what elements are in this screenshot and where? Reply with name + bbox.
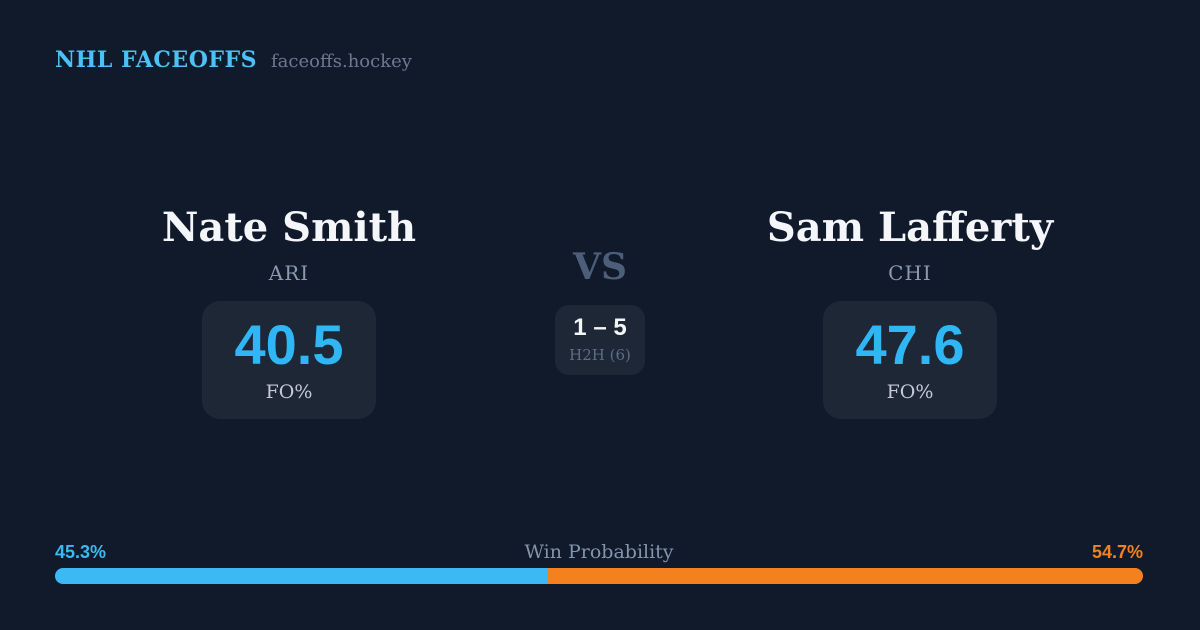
player-left-fo-pct-value: 40.5 [234, 313, 344, 376]
win-probability-bar-left-segment [55, 568, 548, 584]
player-right-stat-card: 47.6 FO% [823, 301, 997, 419]
player-right-fo-pct-label: FO% [886, 381, 934, 403]
h2h-score: 1 – 5 [573, 314, 627, 341]
player-right-column: Sam Lafferty CHI 47.6 FO% [720, 206, 1100, 419]
player-right-team: CHI [888, 261, 932, 285]
win-probability-labels: 45.3% Win Probability 54.7% [55, 541, 1143, 563]
player-left-team: ARI [268, 261, 310, 285]
player-right-name: Sam Lafferty [766, 204, 1054, 251]
center-column: VS 1 – 5 H2H (6) [520, 249, 680, 375]
vs-label: VS [573, 246, 627, 288]
header: NHL FACEOFFS faceoffs.hockey [55, 47, 412, 73]
win-probability-right-pct: 54.7% [1091, 542, 1143, 562]
player-left-fo-pct-label: FO% [265, 381, 313, 403]
player-right-fo-pct-value: 47.6 [855, 313, 965, 376]
win-probability-bar [55, 568, 1143, 584]
player-left-name: Nate Smith [161, 204, 417, 251]
player-left-stat-card: 40.5 FO% [202, 301, 376, 419]
brand-site-url: faceoffs.hockey [271, 51, 412, 72]
brand-title: NHL FACEOFFS [55, 47, 257, 73]
h2h-games-label: H2H (6) [569, 346, 631, 364]
win-probability-bar-right-segment [547, 568, 1143, 584]
win-probability-left-pct: 45.3% [55, 542, 107, 562]
player-left-column: Nate Smith ARI 40.5 FO% [99, 206, 479, 419]
h2h-card: 1 – 5 H2H (6) [555, 305, 645, 375]
win-probability-title: Win Probability [524, 541, 674, 563]
